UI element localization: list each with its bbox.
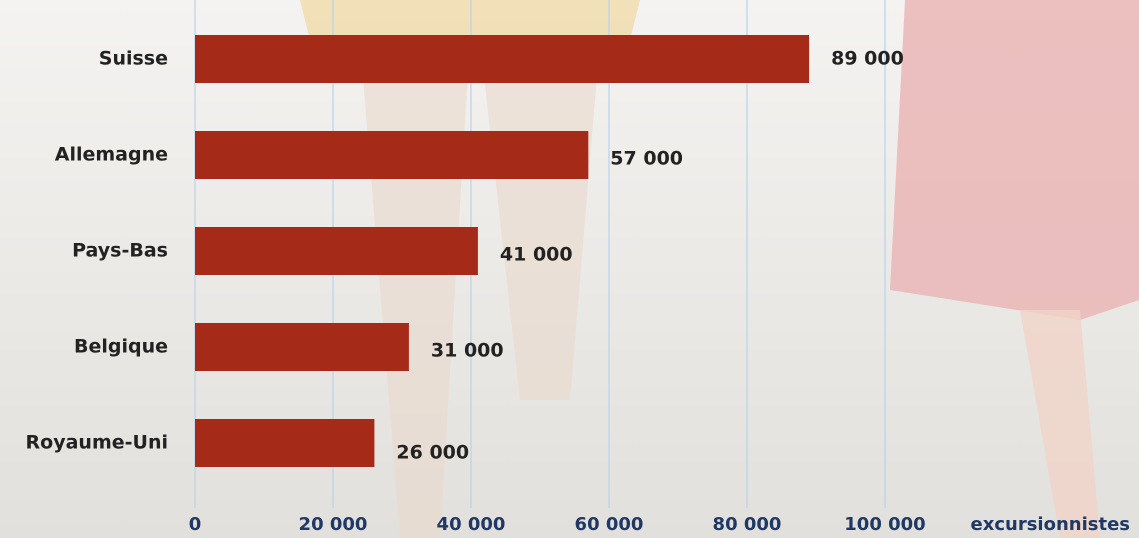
value-label: 57 000: [610, 148, 683, 170]
category-label: Pays-Bas: [72, 240, 168, 262]
x-tick-label: 0: [189, 514, 202, 535]
value-label: 31 000: [431, 340, 504, 362]
x-tick-label: 60 000: [575, 514, 644, 535]
x-axis-label: excursionnistes: [971, 514, 1130, 535]
value-label: 26 000: [396, 442, 469, 464]
category-label: Belgique: [74, 336, 168, 358]
x-tick-label: 40 000: [437, 514, 506, 535]
category-label: Royaume-Uni: [26, 432, 168, 454]
value-label: 89 000: [831, 48, 904, 70]
x-tick-label: 80 000: [713, 514, 782, 535]
category-label: Allemagne: [55, 144, 168, 166]
bar: [195, 131, 588, 179]
page: {"chart_data": {"type": "bar", "orientat…: [0, 0, 1139, 538]
background-photo: [300, 0, 640, 40]
background-photo: [890, 0, 1139, 320]
x-tick-label: 20 000: [299, 514, 368, 535]
category-label: Suisse: [99, 48, 168, 70]
bar: [195, 323, 409, 371]
bar: [195, 419, 374, 467]
chart: excursionnistes 0 20 000 40 000 60 000 80 00…: [0, 0, 1139, 538]
bar: [195, 35, 809, 83]
x-tick-label: 100 000: [844, 514, 925, 535]
bar: [195, 227, 478, 275]
value-label: 41 000: [500, 244, 573, 266]
